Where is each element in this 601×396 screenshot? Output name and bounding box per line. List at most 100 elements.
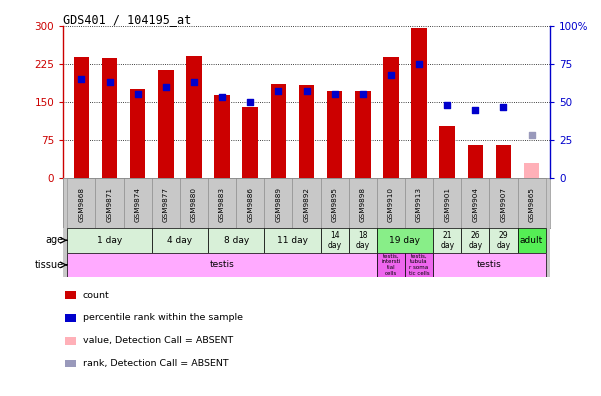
Bar (293, 178, 320, 228)
Text: 21
day: 21 day (440, 230, 454, 250)
Bar (405, 253, 433, 277)
Text: 1 day: 1 day (97, 236, 122, 245)
Text: GSM9898: GSM9898 (360, 187, 366, 221)
Point (161, 84, 171, 90)
Text: 26
day: 26 day (468, 230, 483, 250)
Text: GSM9913: GSM9913 (416, 187, 422, 221)
Text: GSM9877: GSM9877 (163, 187, 169, 221)
Text: 8 day: 8 day (224, 236, 249, 245)
Text: age: age (46, 235, 64, 245)
Text: GSM9868: GSM9868 (78, 187, 84, 221)
Bar (377, 228, 433, 253)
Bar (327, 91, 343, 178)
Text: GSM9886: GSM9886 (247, 187, 253, 221)
Point (386, 71, 395, 78)
Text: 14
day: 14 day (328, 230, 342, 250)
Bar (468, 145, 483, 178)
Bar (264, 228, 320, 253)
Bar (96, 178, 124, 228)
Point (527, 132, 537, 139)
Bar (433, 178, 462, 228)
Point (189, 79, 199, 85)
Point (302, 88, 311, 94)
Point (133, 91, 142, 97)
Bar (67, 228, 151, 253)
Bar (439, 126, 455, 178)
Text: count: count (83, 291, 110, 299)
Point (76, 76, 86, 82)
Point (414, 61, 424, 67)
Text: adult: adult (520, 236, 543, 245)
Bar (524, 163, 539, 178)
Bar (264, 178, 293, 228)
Text: testis: testis (477, 261, 502, 269)
Text: 18
day: 18 day (356, 230, 370, 250)
Text: GSM9895: GSM9895 (332, 187, 338, 221)
Bar (180, 178, 208, 228)
Bar (151, 178, 180, 228)
Text: 11 day: 11 day (277, 236, 308, 245)
Bar (383, 57, 398, 178)
Bar (349, 178, 377, 228)
Bar (405, 178, 433, 228)
Text: 19 day: 19 day (389, 236, 421, 245)
Point (499, 103, 508, 110)
Bar (489, 228, 517, 253)
Bar (299, 85, 314, 178)
Bar (517, 178, 546, 228)
Bar (349, 228, 377, 253)
Bar (355, 91, 371, 178)
Bar (411, 28, 427, 178)
Bar (236, 178, 264, 228)
Bar (67, 178, 96, 228)
Bar (67, 253, 377, 277)
Text: GSM9865: GSM9865 (529, 187, 535, 221)
Bar (320, 178, 349, 228)
Text: GSM9889: GSM9889 (275, 187, 281, 221)
Point (218, 94, 227, 101)
Text: GSM9871: GSM9871 (106, 187, 112, 221)
Bar (496, 145, 511, 178)
Bar (320, 228, 349, 253)
Text: GSM9892: GSM9892 (304, 187, 310, 221)
Bar (462, 178, 489, 228)
Text: testis,
intersti
tial
cells: testis, intersti tial cells (381, 254, 400, 276)
Text: value, Detection Call = ABSENT: value, Detection Call = ABSENT (83, 337, 233, 345)
Text: rank, Detection Call = ABSENT: rank, Detection Call = ABSENT (83, 360, 228, 368)
Text: GSM9880: GSM9880 (191, 187, 197, 221)
Bar (517, 228, 546, 253)
Bar (242, 107, 258, 178)
Text: GSM9907: GSM9907 (501, 187, 507, 221)
Point (245, 99, 255, 105)
Text: percentile rank within the sample: percentile rank within the sample (83, 314, 243, 322)
Bar (130, 89, 145, 178)
Bar (102, 58, 117, 178)
Text: 4 day: 4 day (167, 236, 192, 245)
Bar (462, 228, 489, 253)
Text: tissue: tissue (34, 260, 64, 270)
Text: GSM9904: GSM9904 (472, 187, 478, 221)
Text: GSM9883: GSM9883 (219, 187, 225, 221)
Bar (377, 253, 405, 277)
Bar (433, 228, 462, 253)
Bar (158, 70, 174, 178)
Text: testis: testis (210, 261, 234, 269)
Bar (433, 253, 546, 277)
Point (442, 102, 452, 108)
Bar (74, 57, 89, 178)
Bar (124, 178, 151, 228)
Bar (215, 95, 230, 178)
Text: 29
day: 29 day (496, 230, 510, 250)
Text: GDS401 / 104195_at: GDS401 / 104195_at (63, 13, 191, 26)
Point (358, 91, 368, 97)
Bar (208, 178, 236, 228)
Bar (270, 84, 286, 178)
Bar (208, 228, 264, 253)
Text: GSM9910: GSM9910 (388, 187, 394, 221)
Point (330, 91, 340, 97)
Text: testis,
tubula
r soma
tic cells: testis, tubula r soma tic cells (409, 254, 429, 276)
Bar (151, 228, 208, 253)
Point (273, 88, 283, 94)
Text: GSM9874: GSM9874 (135, 187, 141, 221)
Bar (186, 56, 202, 178)
